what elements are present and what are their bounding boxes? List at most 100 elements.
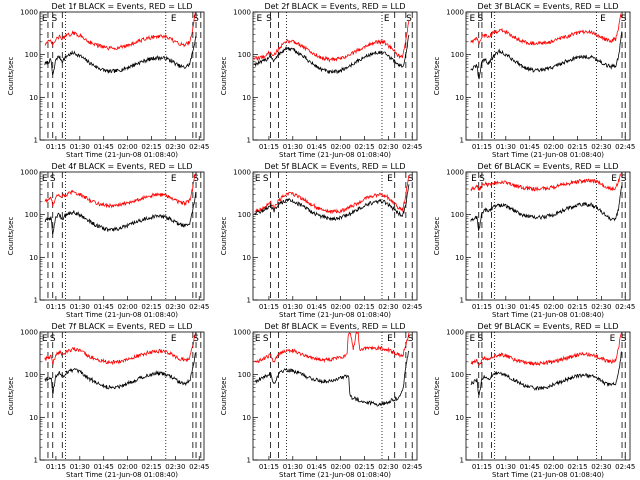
x-tick-label: 02:15 [567, 303, 587, 311]
panel-title: Det 9f BLACK = Events, RED = LLD [477, 322, 618, 331]
x-tick-label: 02:00 [117, 143, 137, 151]
x-axis-label: Start Time (21-Jun-08 01:08:40) [279, 151, 391, 159]
x-tick-label: 02:30 [165, 143, 185, 151]
lld-series-line [470, 13, 623, 46]
events-series-line [254, 350, 410, 407]
x-tick-label: 02:30 [591, 463, 611, 471]
y-tick-label: 10 [29, 414, 38, 422]
events-series-line [254, 184, 410, 221]
lld-series-line [470, 332, 623, 367]
panel-title: Det 5f BLACK = Events, RED = LLD [264, 162, 405, 171]
x-tick-label: 01:30 [70, 143, 90, 151]
events-series-line [254, 34, 410, 75]
y-tick-label: 100 [451, 51, 464, 59]
y-tick-label: 100 [451, 371, 464, 379]
x-tick-label: 01:30 [70, 303, 90, 311]
x-tick-label: 01:45 [94, 303, 114, 311]
plot-frame [465, 331, 631, 461]
y-tick-label: 1 [460, 457, 464, 465]
x-tick-label: 02:00 [543, 463, 563, 471]
y-tick-label: 100 [238, 371, 251, 379]
y-axis-label: Counts/sec [7, 57, 15, 96]
marker-e-label: E [171, 14, 177, 24]
marker-s-label: S [50, 174, 56, 184]
y-tick-label: 1000 [233, 329, 251, 337]
y-tick-label: 1000 [233, 9, 251, 17]
y-axis-label: Counts/sec [220, 377, 228, 416]
lld-series-line [470, 172, 623, 192]
marker-s-label: S [477, 334, 483, 344]
marker-s-label: S [50, 334, 56, 344]
y-axis-label: Counts/sec [7, 377, 15, 416]
y-tick-label: 10 [29, 254, 38, 262]
y-tick-label: 100 [25, 211, 38, 219]
x-tick-label: 02:30 [591, 303, 611, 311]
marker-s-label: S [408, 174, 414, 184]
x-tick-label: 02:00 [330, 303, 350, 311]
marker-s-label: S [193, 174, 199, 184]
marker-s-label: S [193, 334, 199, 344]
panel-title: Det 1f BLACK = Events, RED = LLD [51, 2, 192, 11]
x-tick-label: 01:15 [472, 143, 492, 151]
marker-e-label: E [42, 14, 48, 24]
panel-title: Det 6f BLACK = Events, RED = LLD [477, 162, 618, 171]
panel-title: Det 4f BLACK = Events, RED = LLD [51, 162, 192, 171]
marker-s-label: S [51, 14, 57, 24]
x-tick-label: 02:30 [591, 143, 611, 151]
y-tick-label: 10 [29, 94, 38, 102]
y-tick-label: 10 [242, 414, 251, 422]
panel-title: Det 7f BLACK = Events, RED = LLD [51, 322, 192, 331]
events-series-line [470, 31, 623, 80]
x-tick-label: 02:45 [402, 143, 422, 151]
y-tick-label: 1 [34, 457, 38, 465]
marker-e-label: E [255, 334, 261, 344]
marker-e-label: E [257, 14, 263, 24]
x-tick-label: 01:15 [472, 303, 492, 311]
y-tick-label: 1000 [20, 9, 38, 17]
marker-e-label: E [171, 174, 177, 184]
marker-s-label: S [408, 334, 414, 344]
y-tick-label: 10 [242, 254, 251, 262]
x-tick-label: 02:30 [378, 143, 398, 151]
y-tick-label: 100 [25, 51, 38, 59]
x-tick-label: 02:45 [615, 463, 635, 471]
x-tick-label: 02:45 [615, 303, 635, 311]
y-tick-label: 100 [238, 51, 251, 59]
marker-e-label: E [471, 174, 477, 184]
detector-panel-7: Det 7f BLACK = Events, RED = LLD 1 10 100 10… [7, 322, 209, 479]
x-tick-label: 01:15 [259, 463, 279, 471]
x-tick-label: 02:15 [354, 463, 374, 471]
x-tick-label: 01:30 [283, 143, 303, 151]
marker-s-label: S [263, 334, 269, 344]
y-tick-label: 1 [34, 137, 38, 145]
detector-panel-6: Det 6f BLACK = Events, RED = LLD 1 10 100 10… [433, 162, 635, 319]
marker-e-label: E [610, 334, 616, 344]
events-series-line [44, 352, 197, 394]
x-tick-label: 02:00 [330, 143, 350, 151]
panel-title: Det 2f BLACK = Events, RED = LLD [264, 2, 405, 11]
marker-s-label: S [621, 334, 627, 344]
x-tick-label: 01:30 [496, 303, 516, 311]
events-series-line [470, 185, 623, 231]
marker-e-label: E [600, 14, 606, 24]
marker-e-label: E [42, 174, 48, 184]
detector-panel-8: Det 8f BLACK = Events, RED = LLD 1 10 100 10… [220, 322, 422, 479]
plot-frame [465, 11, 631, 141]
events-series-line [44, 35, 197, 76]
x-tick-label: 01:15 [259, 143, 279, 151]
x-tick-label: 01:15 [46, 143, 66, 151]
marker-s-label: S [621, 174, 627, 184]
events-series-line [44, 191, 197, 235]
x-axis-label: Start Time (21-Jun-08 01:08:40) [492, 151, 604, 159]
x-axis-label: Start Time (21-Jun-08 01:08:40) [279, 311, 391, 319]
y-tick-label: 1000 [20, 169, 38, 177]
x-tick-label: 02:15 [354, 143, 374, 151]
plot-frame [39, 11, 205, 141]
x-tick-label: 01:45 [307, 143, 327, 151]
x-tick-label: 02:30 [378, 463, 398, 471]
x-tick-label: 02:30 [165, 463, 185, 471]
x-tick-label: 01:30 [283, 303, 303, 311]
x-tick-label: 01:30 [70, 463, 90, 471]
x-tick-label: 02:15 [141, 463, 161, 471]
